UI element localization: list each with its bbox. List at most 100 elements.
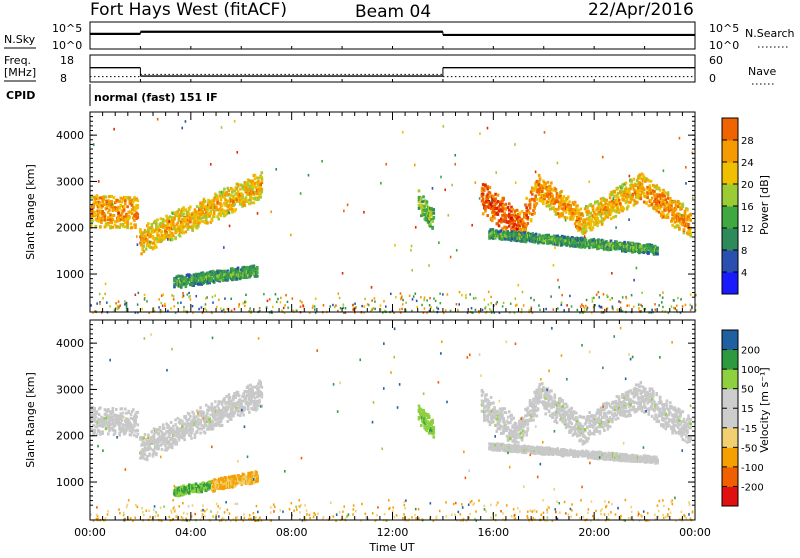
rti-cell (114, 424, 117, 427)
rti-cell (418, 207, 421, 210)
rti-speckle (413, 295, 415, 297)
rti-cell (482, 212, 485, 215)
rti-cell (563, 195, 566, 198)
rti-speckle (275, 293, 277, 295)
rti-cell (250, 201, 253, 204)
rti-cell (205, 217, 208, 220)
nsky-label: N.Sky (4, 33, 36, 46)
rti-scatter (517, 284, 519, 287)
rti-cell (192, 412, 195, 415)
rti-cell (158, 426, 161, 429)
rti-speckle (212, 301, 214, 303)
rti-cell (539, 178, 542, 181)
rti-scatter (411, 245, 413, 248)
rti-speckle (585, 305, 587, 307)
rti-cell (498, 224, 501, 227)
rti-cell (231, 208, 234, 211)
rti-cell (493, 217, 496, 220)
rti-scatter (629, 175, 631, 178)
rti-cell (91, 219, 94, 222)
rti-cell (231, 191, 234, 194)
rti-cell (622, 207, 625, 210)
rti-cell (216, 208, 219, 211)
rti-speckle (533, 299, 535, 301)
rti-cell (667, 191, 670, 194)
rti-speckle (280, 301, 282, 303)
rti-speckle (164, 303, 166, 305)
rti-speckle (641, 292, 643, 294)
rti-scatter (385, 163, 387, 166)
rti-speckle (456, 303, 458, 305)
rti-cell (505, 214, 508, 217)
rti-cell (508, 202, 511, 205)
rti-cell (631, 193, 634, 196)
rti-cell (102, 203, 105, 206)
rti-speckle (659, 294, 661, 296)
rti-cell (137, 423, 140, 426)
rti-cell (497, 231, 500, 234)
rti-cell (432, 208, 435, 211)
rti-speckle (429, 297, 431, 299)
rti-cell (638, 173, 641, 176)
rti-cell (541, 190, 544, 193)
rti-speckle (315, 298, 317, 300)
rti-cell (129, 196, 132, 199)
rti-cell (586, 206, 589, 209)
rti-speckle (620, 309, 622, 311)
rti-speckle (171, 294, 173, 296)
rti-speckle (374, 300, 376, 302)
rti-cell (126, 220, 129, 223)
rti-speckle (424, 296, 426, 298)
rti-cell (223, 209, 226, 212)
rti-cell (426, 200, 429, 203)
rti-speckle (626, 304, 628, 306)
rti-scatter (554, 246, 556, 249)
rti-speckle (471, 307, 473, 309)
rti-speckle (685, 304, 687, 306)
rti-scatter (615, 226, 617, 229)
rti-scatter (236, 151, 238, 154)
rti-speckle (285, 294, 287, 296)
rti-cell (191, 429, 194, 432)
rti-scatter (157, 118, 159, 121)
rti-speckle (269, 298, 271, 300)
rti-cell (422, 213, 425, 216)
rti-speckle (482, 309, 484, 311)
rti-cell (492, 207, 495, 210)
rti-cell (144, 433, 147, 436)
rti-speckle (192, 305, 194, 307)
rti-cell (188, 418, 191, 421)
rti-scatter (663, 169, 665, 172)
rti-cell (667, 213, 670, 216)
rti-cell (573, 215, 576, 218)
rti-cell (199, 432, 202, 435)
rti-scatter (342, 272, 344, 275)
rti-cell (232, 268, 235, 271)
rti-cell (621, 190, 624, 193)
rti-cell (219, 191, 222, 194)
rti-scatter (99, 302, 101, 305)
rti-cell (143, 436, 146, 439)
rti-speckle (96, 302, 98, 304)
rti-cell (564, 216, 567, 219)
rti-scatter (128, 217, 130, 220)
rti-cell (524, 203, 527, 206)
rti-cell (568, 200, 571, 203)
nave-tick-bottom: 0 (709, 72, 716, 85)
rti-speckle (204, 307, 206, 309)
rti-speckle (395, 296, 397, 298)
rti-cell (131, 226, 134, 229)
rti-speckle (426, 299, 428, 301)
rti-speckle (416, 306, 418, 308)
rti-cell (614, 215, 617, 218)
rti-scatter (515, 297, 517, 300)
rti-cell (667, 197, 670, 200)
rti-speckle (141, 308, 143, 310)
rti-speckle (674, 307, 676, 309)
rti-scatter (553, 264, 555, 267)
rti-speckle (596, 293, 598, 295)
rti-cell (222, 279, 225, 282)
rti-speckle (230, 298, 232, 300)
rti-cell (507, 206, 510, 209)
rti-cell (516, 228, 519, 231)
